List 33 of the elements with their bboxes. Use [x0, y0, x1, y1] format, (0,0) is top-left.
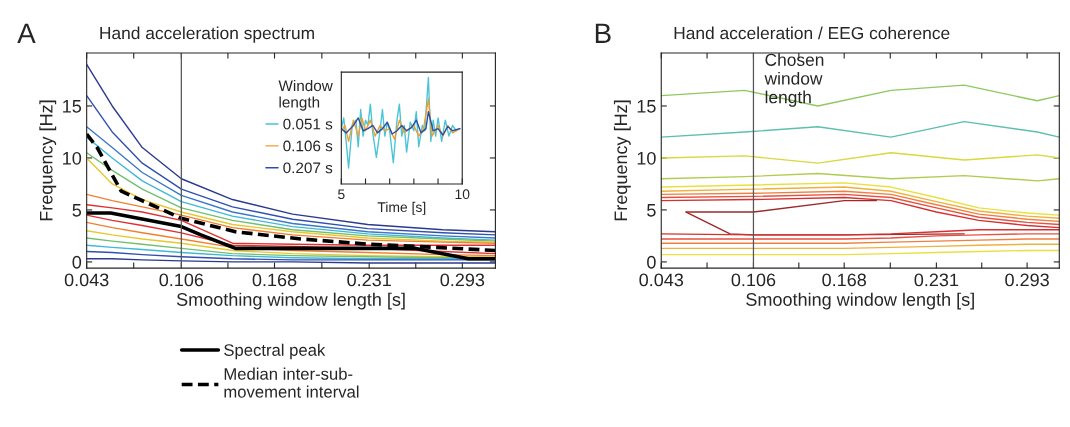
- x-tick-label: 0.168: [252, 273, 297, 287]
- y-tick-label: 5: [72, 204, 82, 217]
- x-tick-label: 0.231: [914, 273, 959, 287]
- y-tick-label: 0: [72, 255, 82, 269]
- y-tick-label: 0: [647, 255, 656, 269]
- legend-label: Median inter-sub- movement interval: [224, 367, 359, 398]
- y-tick-label: 15: [63, 100, 82, 113]
- chart-title: Hand acceleration spectrum: [100, 26, 314, 43]
- chart-title: Hand acceleration / EEG coherence: [674, 26, 950, 40]
- legend-title: Window length: [278, 79, 333, 111]
- y-tick-label: 10: [637, 151, 656, 165]
- y-tick-label: 5: [647, 204, 656, 217]
- x-tick-label: 0.168: [822, 273, 866, 287]
- x-axis-title: Smoothing window length [s]: [746, 292, 974, 310]
- legend-label: 0.051 s: [283, 118, 333, 130]
- x-tick-label: 0.293: [1005, 273, 1049, 287]
- x-axis-title: Smoothing window length [s]: [176, 292, 405, 310]
- text: B: [595, 23, 611, 43]
- y-axis-title: Frequency [Hz]: [39, 100, 57, 221]
- x-tick-label: 0.106: [731, 273, 776, 287]
- legend-label: Spectral peak: [224, 343, 326, 360]
- legend-label: 0.207 s: [283, 162, 333, 174]
- x-axis-title: Time [s]: [377, 201, 426, 215]
- x-tick-label: 0.043: [64, 273, 109, 287]
- x-tick-label: 0.106: [159, 273, 204, 287]
- x-tick-label: 0.231: [347, 273, 391, 287]
- y-tick-label: 10: [63, 151, 82, 165]
- x-tick-label: 0.293: [440, 273, 485, 287]
- legend-label: 0.106 s: [283, 140, 333, 152]
- y-tick-label: 15: [637, 100, 656, 113]
- x-tick-label: 0.043: [639, 273, 684, 287]
- y-axis-title: Frequency [Hz]: [613, 100, 631, 221]
- text: A: [17, 23, 36, 43]
